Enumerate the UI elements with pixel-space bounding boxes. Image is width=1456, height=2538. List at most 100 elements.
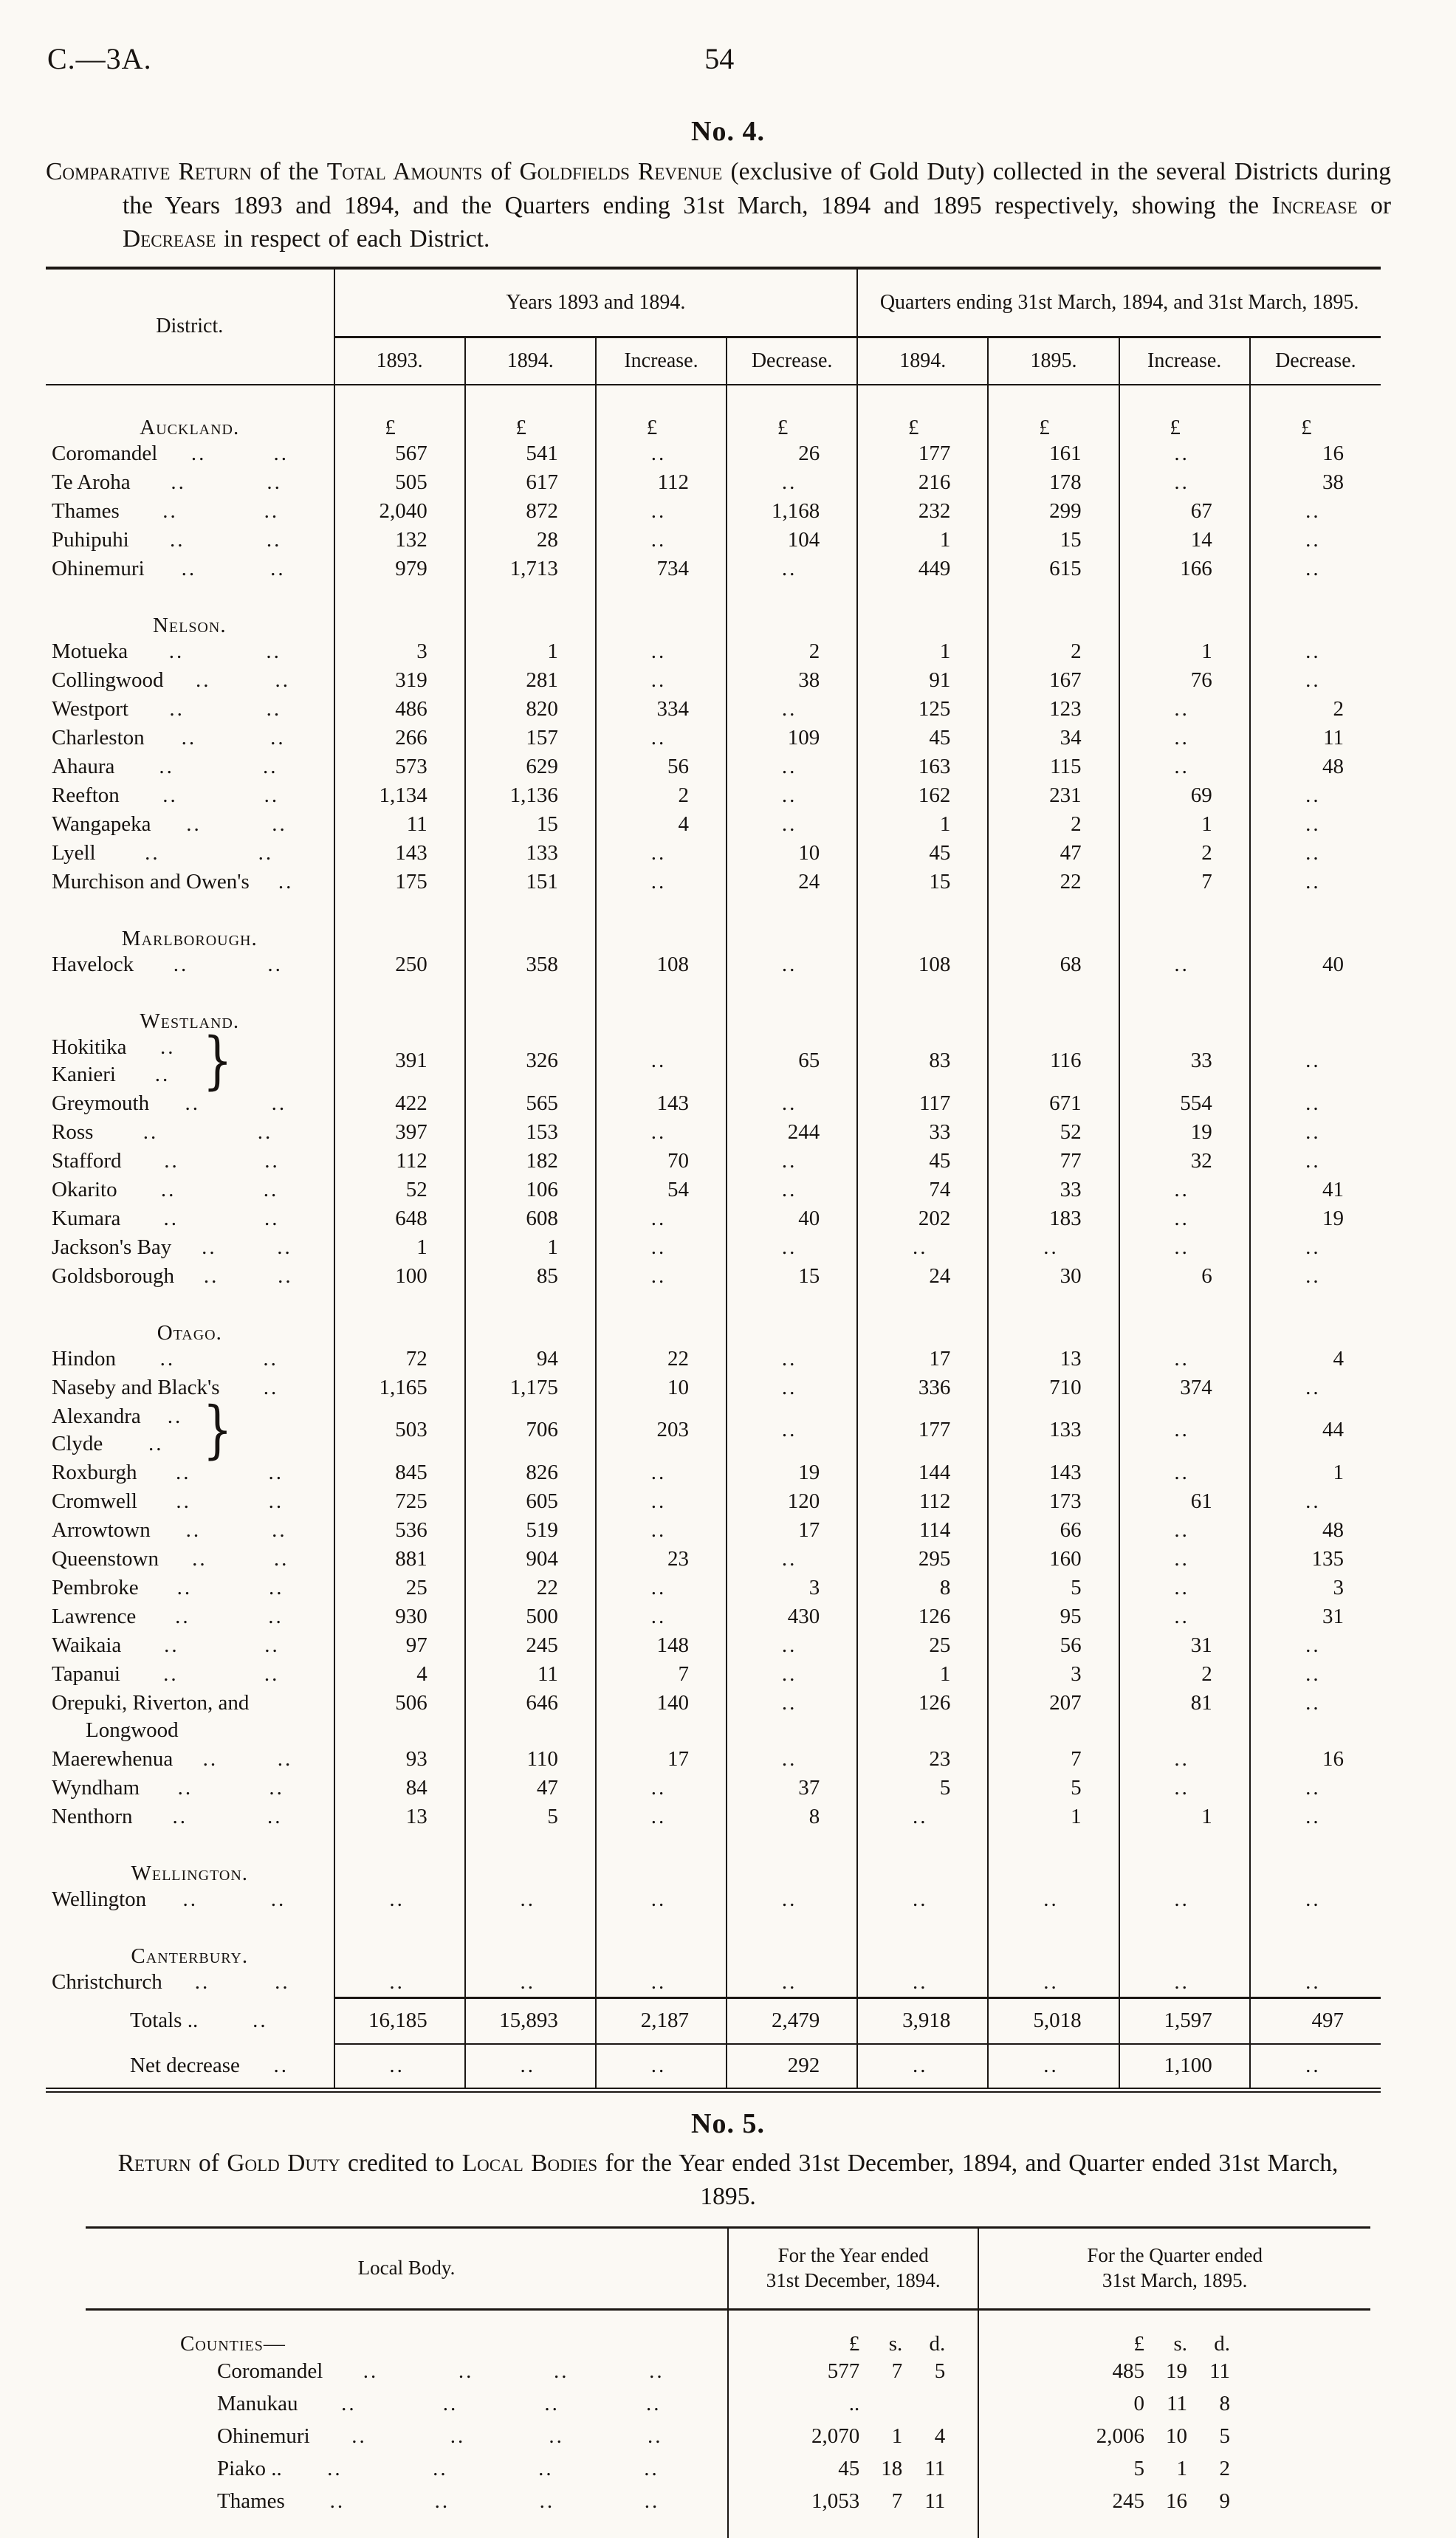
value-cell: 11	[1323, 725, 1344, 750]
value-cell: ..	[727, 809, 859, 839]
value-cell: ..	[595, 1232, 728, 1262]
section-name: Wellington.	[46, 1831, 335, 1885]
value-cell: 33	[988, 1175, 1120, 1204]
dot-leader: ..	[181, 725, 197, 750]
district-label-cell: Charleston....	[46, 723, 335, 752]
value-cell: ..	[1305, 840, 1321, 865]
value-cell: 16	[1322, 1746, 1344, 1771]
section-name: Auckland.	[46, 384, 335, 439]
district-name: Alexandra	[52, 1404, 141, 1428]
value-cell: 1,175	[464, 1373, 597, 1402]
value-cell: ..	[1305, 1969, 1321, 1994]
shillings-part: s.	[888, 2331, 903, 2356]
district-name: Greymouth	[52, 1091, 150, 1115]
value-cell: 160	[988, 1544, 1120, 1574]
value-cell: 617	[464, 467, 597, 497]
caption-segment: Return	[117, 2149, 191, 2177]
value-cell: 266	[334, 723, 466, 752]
table-row: Puhipuhi.... 132 28.. 104 1 15 14..	[46, 525, 1381, 555]
dot-leader: ..	[278, 869, 294, 894]
table-row: Naseby and Black's.. 1,165 1,175 10.. 336 710…	[46, 1373, 1381, 1402]
value-cell: ..	[1305, 1690, 1321, 1715]
money-amount: £ s. d.	[765, 2331, 946, 2356]
dot-leader: ..	[171, 470, 186, 494]
local-body-name: Coromandel	[217, 2359, 323, 2384]
pence-part: 4	[934, 2424, 946, 2449]
district-label: Coromandel....	[52, 442, 333, 464]
district-label-cell: Puhipuhi....	[46, 525, 335, 555]
district-name: Kumara	[52, 1206, 121, 1230]
value-cell: ..	[1305, 2054, 1321, 2078]
money-cell: 245 16 9	[978, 2486, 1370, 2518]
table-row: Wellington....................	[46, 1884, 1381, 1914]
district-label: Wangapeka....	[52, 813, 333, 835]
value-cell: 5	[988, 1573, 1120, 1602]
district-name: Jackson's Bay	[52, 1235, 172, 1259]
table-row: Orepuki, Riverton, and Longwood 506 646 140.…	[46, 1688, 1381, 1745]
table-row: Coromandel.... 567 541.. 26 177 161.. 16	[46, 439, 1381, 468]
brace-glyph: }	[203, 1023, 233, 1096]
value-cell: ..	[334, 2043, 466, 2091]
pound-sign-cell	[727, 1290, 859, 1345]
dot-leader: ..	[202, 1746, 219, 1771]
pence-part: 2	[1219, 2457, 1231, 2481]
money-amount: 45 18 11	[765, 2458, 945, 2480]
dot-leader: ..	[181, 556, 197, 580]
district-label: Kumara....	[52, 1206, 333, 1230]
pound-sign-cell	[595, 978, 728, 1033]
dot-leader: ..	[160, 1035, 176, 1059]
value-cell: 14	[1119, 525, 1251, 555]
value-cell: ..	[1119, 1744, 1251, 1774]
value-cell: 430	[727, 1602, 859, 1631]
district-label-cell: Queenstown....	[46, 1544, 335, 1574]
district-label: Thames....	[52, 500, 333, 522]
dot-leader: ..	[341, 2392, 357, 2416]
district-label: Naseby and Black's..	[52, 1376, 333, 1399]
value-cell: 163	[857, 752, 989, 781]
dot-leader: ..	[267, 470, 282, 494]
pound-sign-cell	[464, 978, 597, 1033]
pounds-part: 5	[1133, 2457, 1145, 2481]
value-cell: ..	[1119, 1515, 1251, 1545]
dot-leader: ..	[263, 1177, 279, 1201]
value-cell: 1	[1119, 637, 1251, 666]
value-cell: ..	[857, 1802, 989, 1831]
district-label-cell: Kumara....	[46, 1204, 335, 1233]
column-header-district: District.	[46, 267, 335, 385]
pounds-part: 0	[1133, 2392, 1145, 2416]
value-cell: 182	[464, 1146, 597, 1176]
page-number: 54	[704, 42, 735, 75]
value-cell: 69	[1119, 781, 1251, 810]
dot-leader: ..	[172, 1804, 188, 1828]
district-name: Ross	[52, 1119, 94, 1144]
value-cell: 17	[727, 1515, 859, 1545]
value-cell: 94	[464, 1344, 597, 1373]
district-name: Okarito	[52, 1177, 117, 1201]
district-label: Motueka....	[52, 640, 333, 662]
net-decrease-row-text: Net decrease	[130, 2053, 240, 2077]
district-label: Nenthorn....	[52, 1804, 333, 1828]
value-cell: 108	[857, 950, 989, 979]
dot-leader: ..	[275, 668, 291, 692]
dot-leader: ..	[549, 2424, 564, 2449]
group-label-cell: Borough—	[86, 2517, 729, 2538]
value-cell: 5	[988, 1773, 1120, 1803]
value-cell: 3	[1333, 1575, 1345, 1599]
value-cell: 143	[595, 1088, 728, 1118]
value-cell: ..	[1119, 1175, 1251, 1204]
pound-sign-cell	[1250, 1914, 1381, 1968]
value-cell: 116	[988, 1032, 1120, 1089]
table-row: Goldsborough.... 100 85.. 15 24 30 6..	[46, 1261, 1381, 1291]
table5-title: No. 5.	[691, 2107, 765, 2139]
value-cell: ..	[988, 2043, 1120, 2091]
local-body-name: Piako ..	[217, 2457, 282, 2481]
value-cell: ..	[727, 1744, 859, 1774]
value-cell: 505	[334, 467, 466, 497]
dot-leader: ..	[271, 1091, 287, 1115]
money-cell: £ s. d.	[728, 2309, 980, 2356]
pence-part: 11	[924, 2457, 946, 2481]
totals-row: Totals .... 16,185 15,893 2,187 2,479 3,918 5,…	[46, 1996, 1381, 2045]
value-cell: ..	[334, 1884, 466, 1914]
value-cell: ..	[1119, 1458, 1251, 1487]
value-cell: ..	[595, 1573, 728, 1602]
